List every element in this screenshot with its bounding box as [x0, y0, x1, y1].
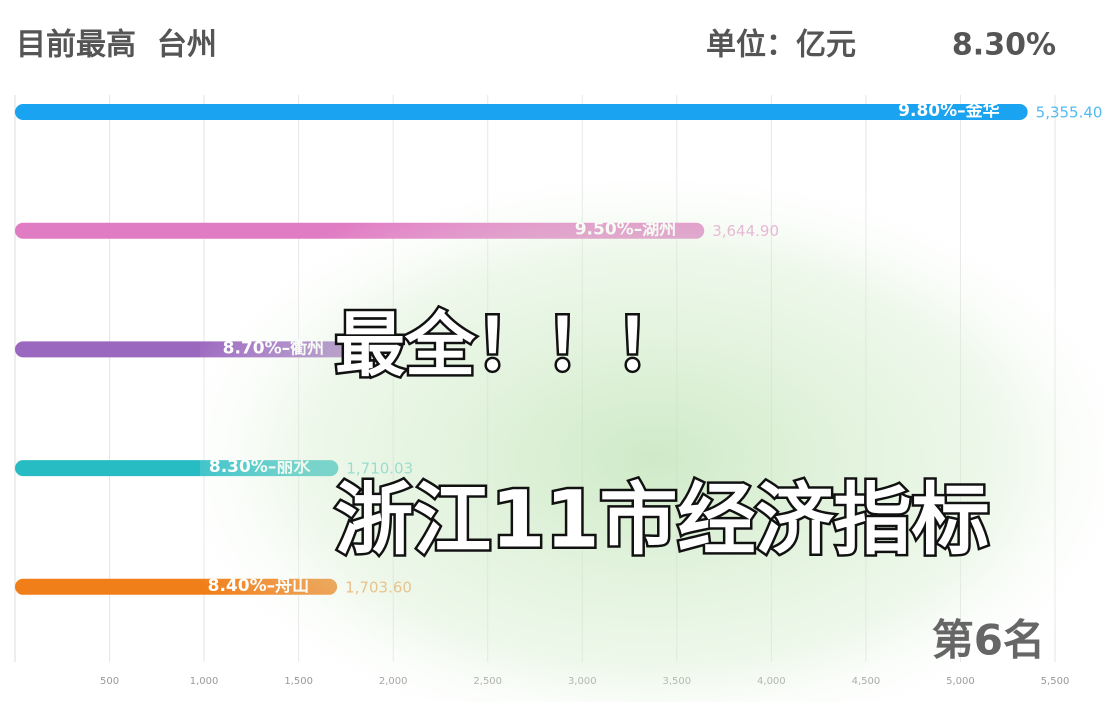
- rank-label: 第6名: [932, 616, 1045, 665]
- chart-title: 目前最高 台州: [16, 28, 217, 63]
- overlay-headline: 最全！！！: [335, 304, 685, 386]
- value-label: 5,355.40: [1036, 104, 1103, 122]
- overlay-subtitle: 浙江11市经济指标: [335, 475, 990, 565]
- bar-label: 9.80%–金华: [898, 100, 999, 121]
- unit-label: 单位：亿元: [706, 28, 856, 63]
- bar: [15, 104, 1028, 120]
- x-tick-label: 500: [100, 676, 119, 687]
- current-rate: 8.30%: [952, 28, 1056, 63]
- glow-overlay: [200, 160, 1105, 702]
